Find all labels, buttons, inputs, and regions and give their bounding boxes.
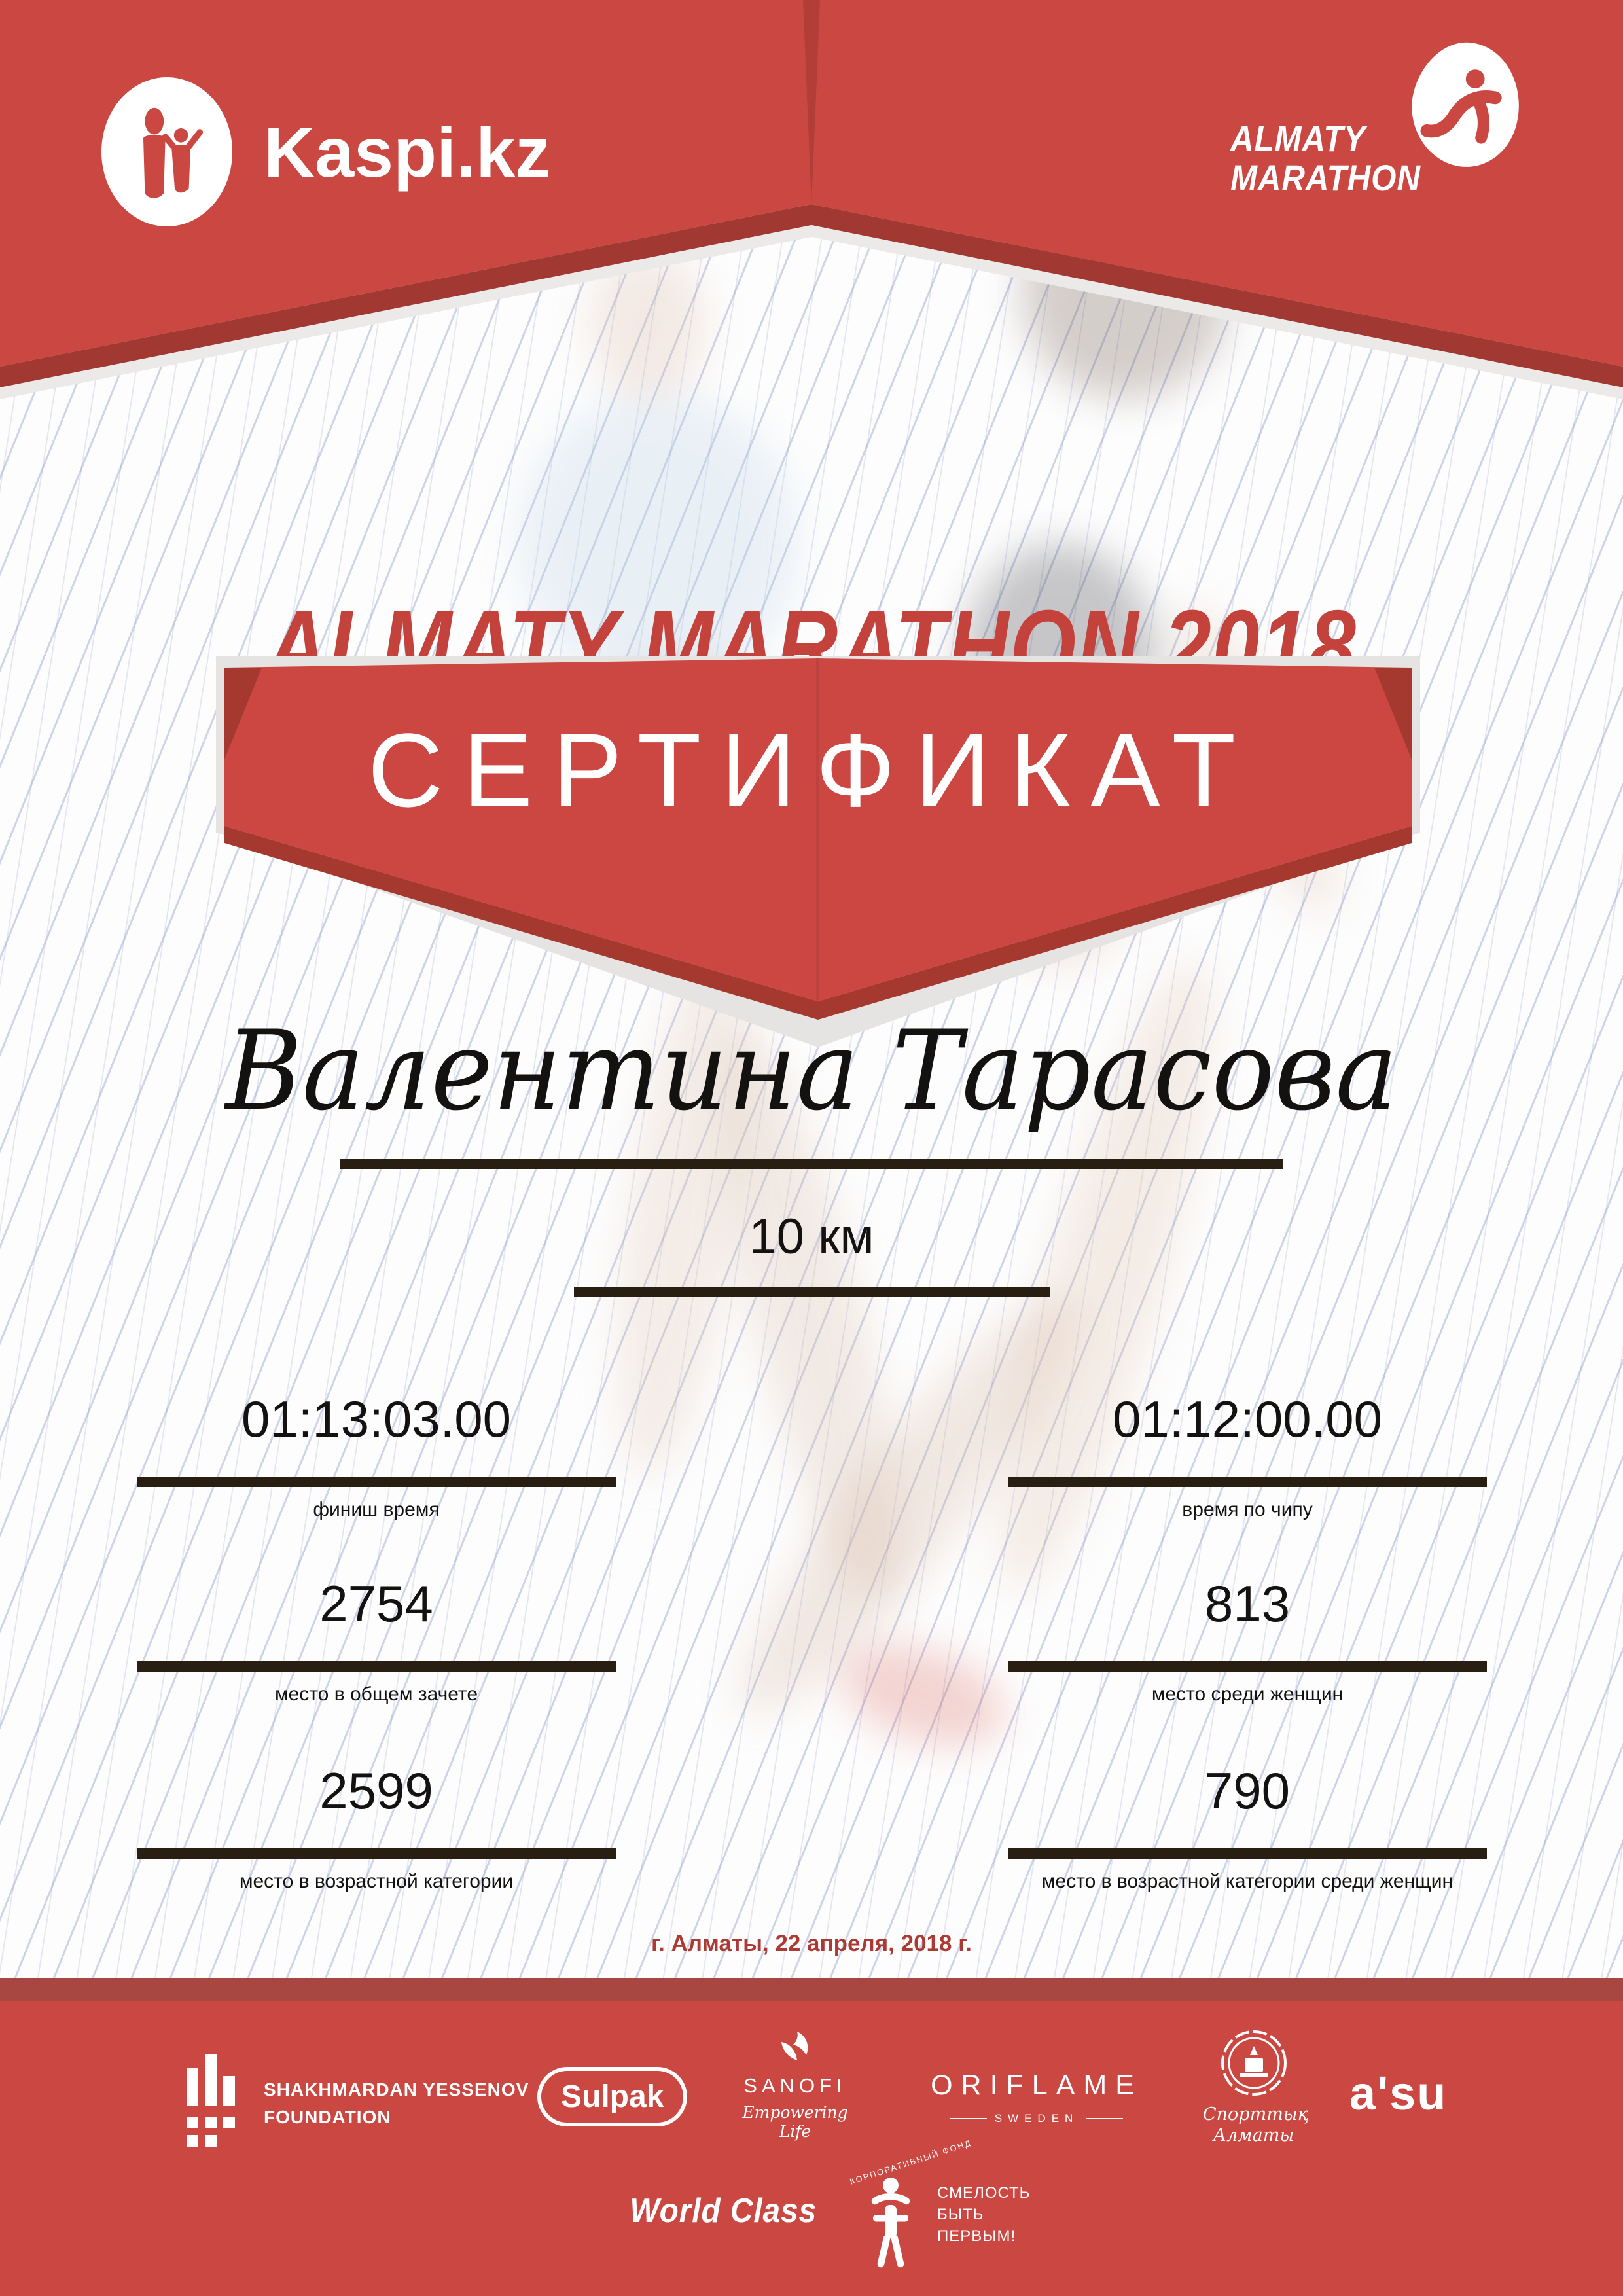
sport-almaty-line1: Спорттық [1203,2104,1309,2125]
sponsor-oriflame: ORIFLAME SWEDEN [929,2070,1145,2125]
kaspi-logo: Kaspi.kz [101,77,550,226]
sport-almaty-text: Спорттық Алматы [1203,2104,1309,2146]
almaty-marathon-logo-text: ALMATY MARATHON [1230,119,1421,198]
yessenov-line2: FOUNDATION [264,2106,391,2127]
yessenov-line1: SHAKHMARDAN YESSENOV [264,2079,529,2100]
sponsor-asu: a'su [1349,2068,1448,2120]
fund-text: СМЕЛОСТЬ БЫТЬ ПЕРВЫМ! [937,2182,1030,2247]
stat-value: 2599 [319,1762,433,1820]
stat-value: 01:12:00.00 [1112,1390,1383,1448]
yessenov-grid-icon [187,2054,236,2153]
certificate-heading: СЕРТИФИКАТ [367,711,1256,829]
kaspi-logo-text: Kaspi.kz [264,112,551,192]
sponsor-sanofi: SANOFI Empowering Life [733,2032,857,2141]
oriflame-dash [1086,2118,1124,2119]
stat-underline [137,1848,616,1859]
oriflame-sweden: SWEDEN [929,2112,1145,2125]
stat-chip-time: 01:12:00.00 время по чипу [1008,1389,1487,1521]
sport-almaty-emblem-icon [1203,2029,1304,2100]
stat-value: 790 [1204,1762,1291,1820]
background-photo-blob [517,393,798,694]
oriflame-dash [950,2118,987,2119]
oriflame-sweden-text: SWEDEN [994,2112,1079,2125]
sport-almaty-line2: Алматы [1213,2125,1294,2145]
footer-top-strip [0,1978,1623,2001]
sponsor-corporate-fund: КОРПОРАТИВНЫЙ ФОНД СМЕЛОСТЬ БЫТЬ ПЕРВЫМ! [848,2138,1030,2272]
stat-label: время по чипу [1182,1499,1313,1520]
stat-label: место в возрастной категории [239,1871,514,1892]
almaty-marathon-logo-line2: MARATHON [1230,157,1421,198]
yessenov-text: SHAKHMARDAN YESSENOV FOUNDATION [264,2076,529,2131]
sponsor-yessenov-foundation: SHAKHMARDAN YESSENOV FOUNDATION [187,2054,529,2153]
sanofi-bird-icon [733,2032,857,2070]
fund-line3: ПЕРВЫМ! [937,2227,1016,2245]
stat-value: 01:13:03.00 [241,1390,512,1448]
participant-name: Валентина Тарасова [225,1007,1398,1135]
sponsor-sulpak: Sulpak [537,2067,688,2126]
stat-age-category-place-women: 790 место в возрастной категории среди ж… [1008,1761,1487,1893]
event-date: г. Алматы, 22 апреля, 2018 г. [651,1931,972,1956]
stat-label: место в общем зачете [274,1683,478,1705]
stat-age-category-place: 2599 место в возрастной категории [137,1761,616,1893]
stat-label: место в возрастной категории среди женщи… [1041,1871,1454,1892]
stat-value: 813 [1204,1575,1291,1632]
stat-underline [137,1477,616,1487]
stat-place-among-women: 813 место среди женщин [1008,1573,1487,1706]
stat-underline [1008,1477,1487,1487]
stat-finish-time: 01:13:03.00 финиш время [137,1389,616,1521]
name-underline [340,1159,1283,1169]
almaty-marathon-runner-icon [1406,41,1524,171]
stat-label: место среди женщин [1151,1683,1344,1705]
fund-line2: БЫТЬ [937,2206,984,2223]
almaty-marathon-logo-line1: ALMATY [1230,118,1366,159]
stat-underline [1008,1848,1487,1859]
race-distance: 10 км [749,1209,874,1265]
sanofi-text: SANOFI [743,2074,847,2097]
fund-torch-icon: КОРПОРАТИВНЫЙ ФОНД [848,2138,973,2272]
stat-value: 2754 [319,1575,433,1632]
stat-overall-place: 2754 место в общем зачете [137,1573,616,1706]
distance-underline [574,1287,1050,1297]
stat-label: финиш время [313,1499,440,1520]
stat-underline [1008,1661,1487,1672]
stat-underline [137,1661,616,1672]
sponsor-world-class: World Class [630,2192,817,2230]
footer-sponsor-bar [0,2001,1623,2296]
kaspi-figures-icon [101,77,232,226]
sanofi-tagline: Empowering Life [742,2103,848,2141]
oriflame-text: ORIFLAME [931,2070,1143,2101]
sponsor-sport-almaty: Спорттық Алматы [1203,2029,1309,2146]
fund-line1: СМЕЛОСТЬ [937,2184,1031,2202]
